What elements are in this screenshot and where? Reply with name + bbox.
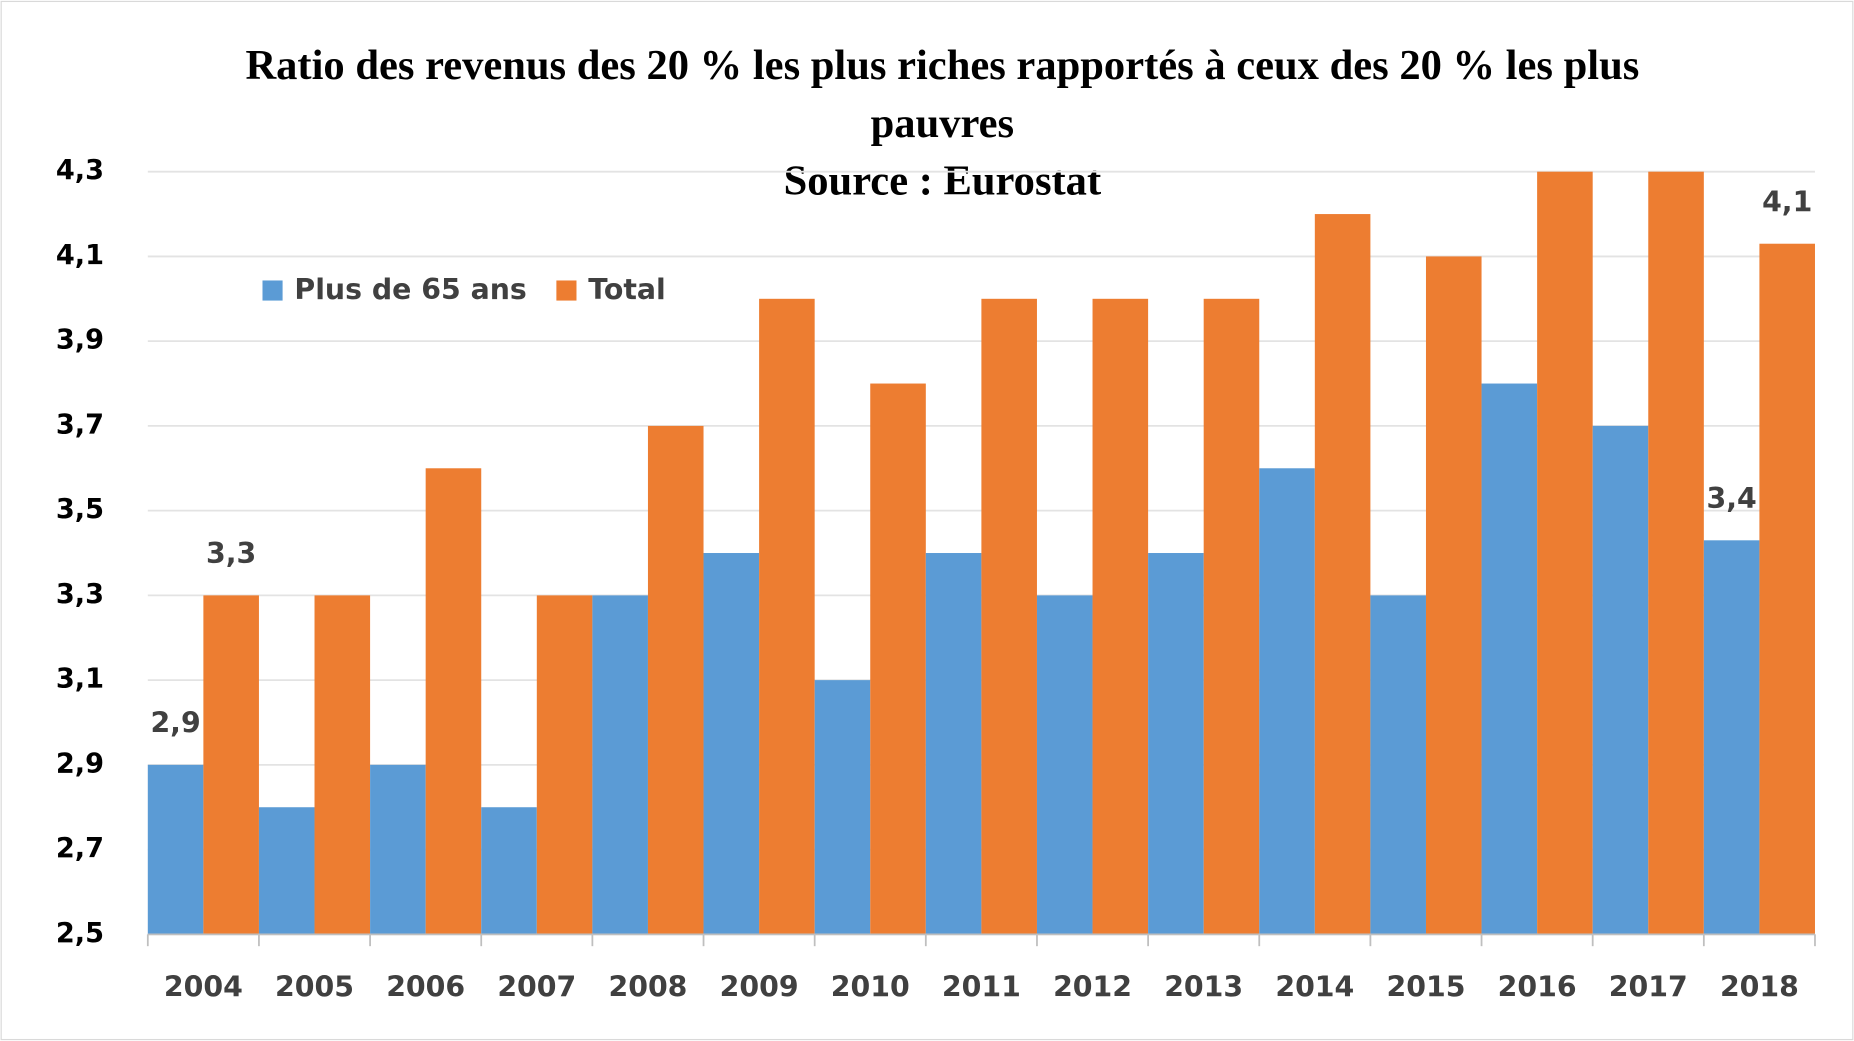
bar xyxy=(258,807,315,935)
bar xyxy=(1481,383,1538,935)
bar xyxy=(1648,171,1704,935)
data-label: 2,9 xyxy=(150,707,200,740)
x-tick-label: 2011 xyxy=(942,971,1021,1004)
bar xyxy=(1537,171,1593,935)
x-tick-label: 2008 xyxy=(608,971,687,1004)
legend-label: Total xyxy=(588,273,665,306)
bar xyxy=(1592,425,1649,935)
bar xyxy=(1314,214,1371,935)
data-label: 3,4 xyxy=(1706,482,1756,515)
bar xyxy=(536,595,593,935)
y-tick-label: 3,1 xyxy=(56,664,104,695)
y-tick-label: 2,7 xyxy=(56,833,104,864)
y-tick-label: 4,3 xyxy=(56,155,104,186)
x-tick-label: 2005 xyxy=(275,971,354,1004)
x-tick-label: 2009 xyxy=(720,971,799,1004)
bar xyxy=(1425,256,1482,935)
y-tick-label: 2,9 xyxy=(56,748,104,779)
bar xyxy=(203,595,259,935)
y-tick-label: 3,3 xyxy=(56,579,104,610)
bar xyxy=(981,298,1037,935)
bar xyxy=(759,298,815,935)
legend-label: Plus de 65 ans xyxy=(294,273,526,306)
legend-swatch xyxy=(262,280,283,301)
bar xyxy=(703,553,760,935)
bar xyxy=(925,553,982,935)
bar xyxy=(1759,243,1815,935)
x-tick-label: 2007 xyxy=(497,971,576,1004)
data-label: 3,3 xyxy=(206,537,256,570)
bar xyxy=(592,595,648,935)
x-tick-label: 2018 xyxy=(1720,971,1799,1004)
x-tick-label: 2004 xyxy=(164,971,243,1004)
bar xyxy=(647,425,704,935)
x-tick-label: 2014 xyxy=(1275,971,1354,1004)
bar xyxy=(481,807,537,935)
bar xyxy=(147,764,204,935)
bar xyxy=(370,764,426,935)
bar xyxy=(1703,540,1760,935)
x-tick-label: 2010 xyxy=(831,971,910,1004)
x-tick-label: 2012 xyxy=(1053,971,1132,1004)
y-tick-label: 3,5 xyxy=(56,494,104,525)
bar xyxy=(1092,298,1149,935)
bar xyxy=(1259,468,1315,935)
chart-subtitle: Source : Eurostat xyxy=(784,157,1102,204)
data-label: 4,1 xyxy=(1762,186,1812,219)
bar xyxy=(314,595,371,935)
y-tick-label: 4,1 xyxy=(56,240,104,271)
chart-title: Ratio des revenus des 20 % les plus rich… xyxy=(245,42,1639,147)
y-tick-label: 3,9 xyxy=(56,325,104,356)
y-tick-label: 3,7 xyxy=(56,409,104,440)
bar xyxy=(1148,553,1204,935)
bar xyxy=(1036,595,1093,935)
x-tick-label: 2006 xyxy=(386,971,465,1004)
x-tick-label: 2013 xyxy=(1164,971,1243,1004)
x-tick-label: 2015 xyxy=(1387,971,1466,1004)
x-tick-label: 2017 xyxy=(1609,971,1688,1004)
bar xyxy=(814,680,871,935)
legend-swatch xyxy=(556,280,577,301)
x-tick-label: 2016 xyxy=(1498,971,1577,1004)
y-tick-label: 2,5 xyxy=(56,918,104,949)
bar xyxy=(425,468,482,935)
bar xyxy=(1370,595,1426,935)
bar xyxy=(1203,298,1260,935)
bar xyxy=(870,383,926,935)
